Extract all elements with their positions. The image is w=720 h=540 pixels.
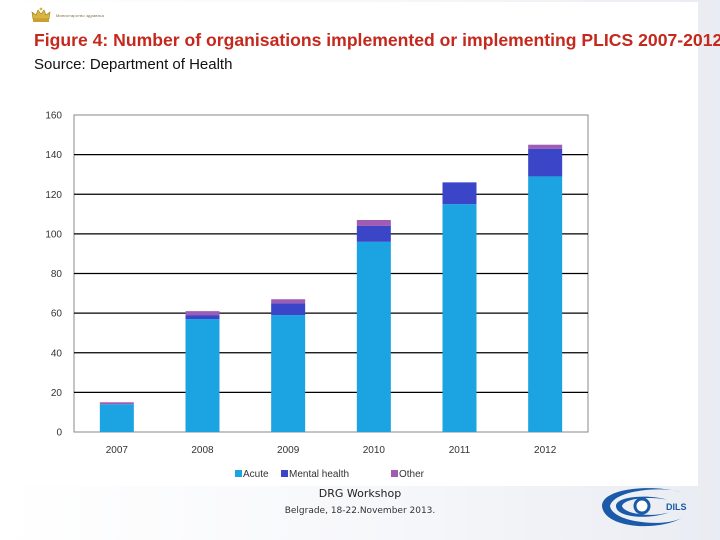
crest-label: Министарство здравља bbox=[56, 13, 104, 18]
x-tick-label: 2008 bbox=[191, 445, 214, 456]
y-tick-label: 100 bbox=[45, 229, 62, 240]
y-tick-label: 0 bbox=[56, 428, 62, 439]
x-tick-label: 2010 bbox=[363, 445, 386, 456]
x-tick-label: 2007 bbox=[106, 445, 129, 456]
y-tick-label: 20 bbox=[51, 388, 63, 399]
bar-acute-2009 bbox=[271, 315, 306, 432]
legend-swatch-acute bbox=[235, 470, 242, 477]
footer: DRG Workshop Belgrade, 18-22.November 20… bbox=[240, 487, 480, 516]
bar-other-2009 bbox=[271, 299, 306, 304]
dils-logo-icon: DILS bbox=[602, 488, 687, 527]
y-tick-label: 120 bbox=[45, 190, 62, 201]
bar-other-2012 bbox=[528, 144, 563, 149]
bar-mental-health-2011 bbox=[442, 182, 477, 205]
bar-other-2008 bbox=[185, 311, 220, 316]
y-tick-label: 40 bbox=[51, 348, 63, 359]
x-tick-label: 2012 bbox=[534, 445, 557, 456]
legend-label: Mental health bbox=[289, 469, 349, 480]
figure-title: Figure 4: Number of organisations implem… bbox=[34, 30, 720, 50]
x-tick-label: 2009 bbox=[277, 445, 300, 456]
y-tick-label: 160 bbox=[45, 111, 62, 122]
x-tick-label: 2011 bbox=[449, 445, 471, 456]
legend-swatch-mental-health bbox=[281, 470, 288, 477]
y-tick-label: 80 bbox=[51, 269, 63, 280]
legend-label: Acute bbox=[243, 469, 269, 480]
footer-dates: Belgrade, 18-22.November 2013. bbox=[284, 506, 436, 516]
logo-text: DILS bbox=[666, 502, 687, 512]
bar-mental-health-2010 bbox=[356, 225, 391, 242]
bar-other-2007 bbox=[99, 402, 134, 405]
y-tick-label: 140 bbox=[45, 150, 62, 161]
crest-icon bbox=[31, 7, 51, 22]
bar-acute-2008 bbox=[185, 319, 220, 432]
legend-swatch-other bbox=[391, 470, 398, 477]
bar-acute-2011 bbox=[442, 204, 477, 432]
footer-workshop: DRG Workshop bbox=[318, 487, 402, 500]
bar-acute-2012 bbox=[528, 176, 563, 432]
y-tick-label: 60 bbox=[51, 309, 63, 320]
bar-mental-health-2008 bbox=[185, 315, 220, 320]
bar-mental-health-2012 bbox=[528, 148, 563, 177]
bar-other-2010 bbox=[356, 220, 391, 226]
bar-mental-health-2009 bbox=[271, 303, 306, 316]
bar-acute-2010 bbox=[356, 241, 391, 432]
legend-label: Other bbox=[399, 469, 425, 480]
figure-source: Source: Department of Health bbox=[34, 56, 233, 73]
bar-acute-2007 bbox=[99, 404, 134, 432]
